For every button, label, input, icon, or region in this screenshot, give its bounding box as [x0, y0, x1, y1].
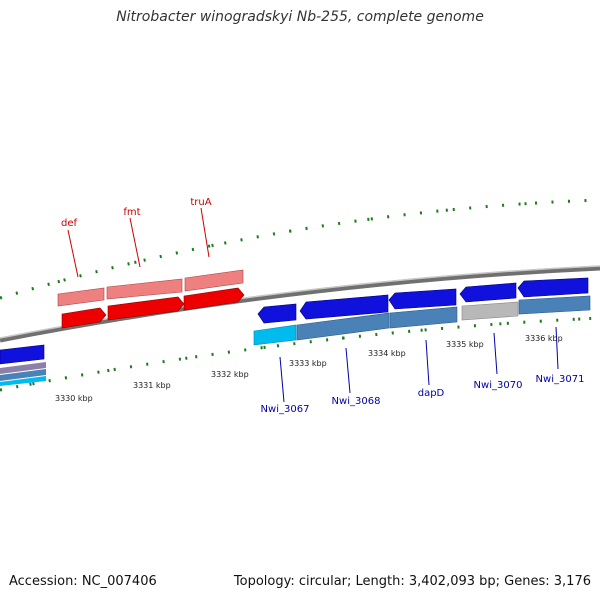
gene-arrow-nwi3071[interactable]	[517, 277, 589, 298]
gene-arrow-nwi3067[interactable]	[257, 303, 297, 324]
cds-left-partial-2[interactable]	[0, 369, 46, 381]
scale-label: 3334 kbp	[368, 349, 406, 358]
gene-label-nwi3067[interactable]: Nwi_3067	[261, 404, 310, 415]
gene-arrow-dapD[interactable]	[388, 288, 457, 310]
leader-line-fmt	[129, 217, 141, 268]
reverse-leader-lines	[279, 326, 559, 403]
cds-left-partial-3[interactable]	[0, 376, 46, 386]
cds-nwi3068[interactable]	[296, 312, 390, 341]
scale-label: 3332 kbp	[211, 370, 249, 379]
gene-label-dapD[interactable]: dapD	[418, 388, 445, 399]
forward-gene-track	[61, 287, 245, 329]
gene-arrow-left-partial[interactable]	[0, 344, 45, 365]
cds-def[interactable]	[57, 287, 105, 307]
gene-label-fmt[interactable]: fmt	[123, 207, 140, 218]
reverse-cds-track	[0, 295, 591, 386]
accession-text: Accession: NC_007406	[9, 574, 157, 589]
cds-truA[interactable]	[184, 269, 244, 292]
reverse-gene-track	[0, 277, 589, 365]
leader-line-truA	[200, 207, 210, 258]
forward-cds-track	[57, 269, 244, 307]
scale-labels: 3330 kbp 3331 kbp 3332 kbp 3333 kbp 3334…	[55, 334, 563, 403]
forward-leader-lines	[67, 207, 210, 278]
leader-line-nwi3070	[493, 332, 498, 375]
cds-nwi3070[interactable]	[461, 301, 519, 321]
gene-label-def[interactable]: def	[61, 218, 78, 229]
map-title: Nitrobacter winogradskyi Nb-255, complet…	[116, 9, 484, 25]
scale-label: 3331 kbp	[133, 381, 171, 390]
leader-line-nwi3071	[555, 326, 559, 370]
cds-left-partial-1[interactable]	[0, 362, 46, 374]
scale-label: 3335 kbp	[446, 340, 484, 349]
scale-label: 3336 kbp	[525, 334, 563, 343]
cds-dapD[interactable]	[389, 306, 458, 329]
scale-label: 3333 kbp	[289, 359, 327, 368]
leader-line-nwi3068	[345, 347, 351, 394]
gene-label-nwi3071[interactable]: Nwi_3071	[536, 374, 585, 385]
scale-label: 3330 kbp	[55, 394, 93, 403]
gene-label-nwi3068[interactable]: Nwi_3068	[332, 396, 381, 407]
forward-gene-labels: def fmt truA	[61, 197, 212, 229]
gene-arrow-nwi3070[interactable]	[459, 282, 517, 303]
cds-nwi3071[interactable]	[518, 295, 591, 315]
cds-fmt[interactable]	[106, 278, 183, 300]
gene-arrow-nwi3068[interactable]	[299, 294, 389, 320]
gene-label-nwi3070[interactable]: Nwi_3070	[474, 380, 523, 391]
leader-line-dapD	[425, 339, 430, 386]
genome-summary-text: Topology: circular; Length: 3,402,093 bp…	[233, 574, 591, 589]
leader-line-def	[67, 229, 79, 278]
gene-arrow-truA[interactable]	[183, 287, 245, 311]
gene-arrow-def[interactable]	[61, 307, 107, 329]
cds-nwi3067[interactable]	[253, 324, 297, 346]
gene-arrow-fmt[interactable]	[107, 296, 185, 321]
reverse-gene-labels: Nwi_3067 Nwi_3068 dapD Nwi_3070 Nwi_3071	[261, 374, 585, 415]
gene-label-truA[interactable]: truA	[190, 197, 211, 208]
leader-line-nwi3067	[279, 356, 285, 403]
